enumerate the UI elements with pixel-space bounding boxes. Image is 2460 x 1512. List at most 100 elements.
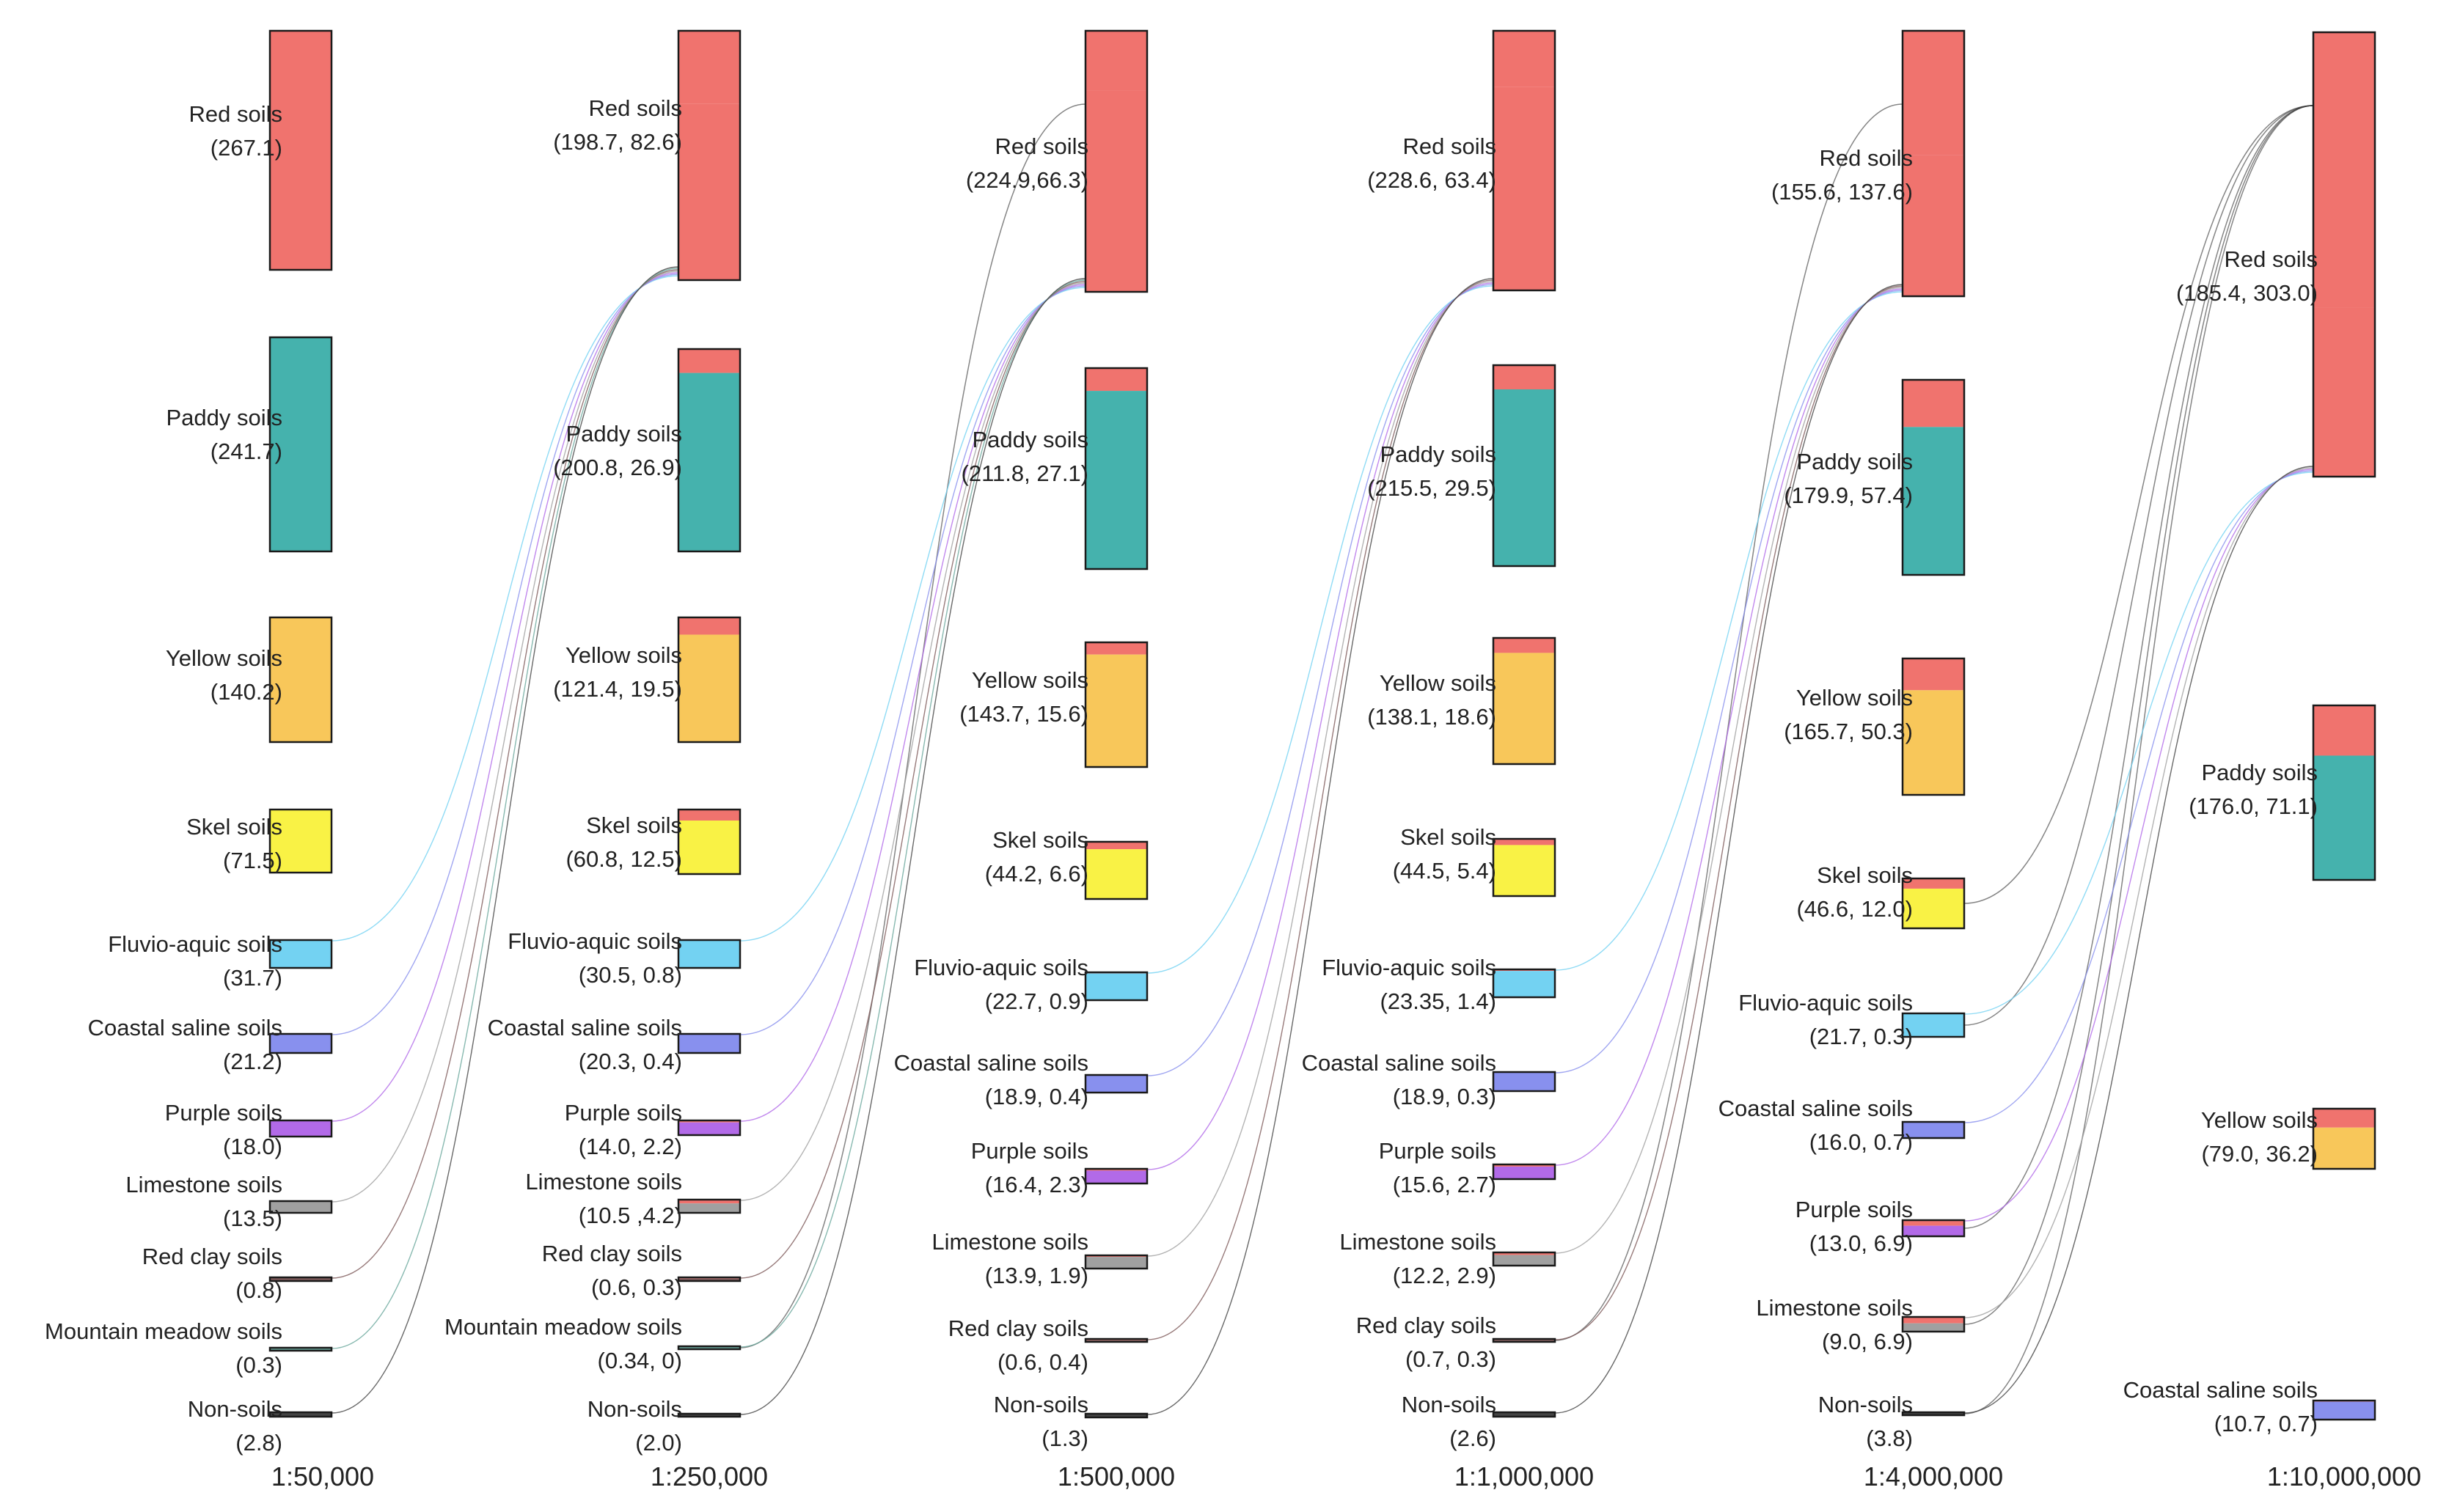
- node-outline-limestone-soils-col0: [268, 1200, 333, 1214]
- node-purple-soils-col4: [1901, 1219, 1966, 1238]
- node-outline-limestone-soils-col2: [1084, 1254, 1149, 1270]
- flow-red-soils-to-paddy-soils-col2: [1147, 122, 1493, 385]
- node-gain-paddy-soils-col2: [1086, 368, 1147, 392]
- node-retained-paddy-soils-col4: [1903, 427, 1964, 575]
- flow-skel-soils-lost-4: [1963, 105, 2314, 904]
- label-value-limestone-soils-col1: (10.5 ,4.2): [579, 1203, 682, 1228]
- scale-label-2: 1:500,000: [1058, 1461, 1175, 1491]
- node-coastal-saline-soils-col1: [677, 1032, 742, 1054]
- label-value-fluvio-aquic-soils-col3: (23.35, 1.4): [1380, 988, 1496, 1014]
- label-name-red-clay-soils-col3: Red clay soils: [1356, 1313, 1496, 1338]
- node-outline-limestone-soils-col3: [1492, 1251, 1556, 1267]
- label-name-purple-soils-col1: Purple soils: [565, 1100, 682, 1126]
- node-retained-yellow-soils-col5: [2313, 1127, 2375, 1169]
- node-yellow-soils-col5: [2312, 1107, 2376, 1170]
- flow-yellow-soils-to-red-soils-col3: [1555, 31, 1903, 686]
- node-paddy-soils-col3: [1492, 364, 1556, 568]
- node-retained-red-soils-col4: [1903, 155, 1964, 296]
- flow-red-soils-to-paddy-soils-col4: [1964, 124, 2313, 725]
- label-value-skel-soils-col3: (44.5, 5.4): [1393, 858, 1496, 884]
- node-non-soils-col1: [677, 1412, 742, 1418]
- node-gain-purple-soils-col3: [1493, 1164, 1555, 1167]
- node-coastal-saline-soils-col2: [1084, 1074, 1149, 1094]
- label-name-paddy-soils-col2: Paddy soils: [972, 427, 1088, 452]
- node-non-soils-col4: [1901, 1411, 1966, 1417]
- flow-red-soils-to-yellow-soils-col1: [740, 118, 1086, 650]
- node-gain-limestone-soils-col3: [1493, 1252, 1555, 1255]
- label-name-skel-soils-col1: Skel soils: [586, 812, 682, 838]
- node-skel-soils-col0: [268, 808, 333, 874]
- node-outline-paddy-soils-col1: [677, 348, 742, 553]
- flow-yellow-soils-col1-to-col2: [740, 630, 1086, 767]
- node-outline-red-soils-col0: [268, 29, 333, 271]
- node-gain-paddy-soils-col5: [2313, 705, 2375, 756]
- node-outline-coastal-saline-soils-col3: [1492, 1071, 1556, 1093]
- flow-coastal-saline-soils-hairline-col0: [331, 274, 679, 1035]
- node-outline-red-soils-col2: [1084, 29, 1149, 293]
- node-retained-paddy-soils-col3: [1493, 389, 1555, 566]
- label-value-paddy-soils-col4: (179.9, 57.4): [1784, 482, 1913, 508]
- label-name-mountain-meadow-soils-col0: Mountain meadow soils: [45, 1318, 282, 1344]
- node-outline-non-soils-col1: [677, 1412, 742, 1418]
- node-fill-red-clay-soils-col0: [270, 1277, 332, 1281]
- node-gain-skel-soils-col3: [1493, 839, 1555, 845]
- node-purple-soils-col2: [1084, 1167, 1149, 1185]
- label-name-red-clay-soils-col2: Red clay soils: [948, 1315, 1088, 1341]
- node-fill-purple-soils-col0: [270, 1120, 332, 1137]
- flow-paddy-soils-to-red-soils-col3: [1555, 31, 1903, 446]
- label-name-purple-soils-col0: Purple soils: [165, 1100, 282, 1126]
- node-retained-paddy-soils-col5: [2313, 755, 2375, 880]
- flow-coastal-saline-soils-hairline-col1: [739, 285, 1086, 1035]
- flow-red-soils-to-yellow-soils-col2: [1147, 122, 1493, 646]
- label-name-red-clay-soils-col1: Red clay soils: [542, 1241, 682, 1266]
- label-name-paddy-soils-col0: Paddy soils: [166, 405, 282, 430]
- label-name-limestone-soils-col4: Limestone soils: [1756, 1295, 1913, 1321]
- label-value-yellow-soils-col3: (138.1, 18.6): [1367, 704, 1496, 730]
- node-fluvio-aquic-soils-col4: [1901, 1012, 1966, 1038]
- flow-purple-soils-hairline-col4: [1963, 469, 2314, 1222]
- node-retained-purple-soils-col1: [678, 1122, 740, 1135]
- label-value-red-clay-soils-col3: (0.7, 0.3): [1405, 1346, 1496, 1372]
- node-retained-skel-soils-col1: [678, 821, 740, 874]
- label-value-yellow-soils-col0: (140.2): [211, 679, 282, 705]
- label-name-yellow-soils-col1: Yellow soils: [565, 642, 682, 668]
- flow-yellow-soils-to-red-soils-col2: [1147, 31, 1493, 689]
- node-retained-purple-soils-col2: [1086, 1170, 1147, 1183]
- label-name-skel-soils-col4: Skel soils: [1817, 862, 1913, 888]
- node-outline-fluvio-aquic-soils-col2: [1084, 971, 1149, 1002]
- label-name-yellow-soils-col3: Yellow soils: [1380, 670, 1496, 696]
- node-limestone-soils-col1: [677, 1198, 742, 1214]
- label-name-coastal-saline-soils-col0: Coastal saline soils: [88, 1015, 282, 1041]
- scale-label-5: 1:10,000,000: [2267, 1461, 2421, 1491]
- node-red-clay-soils-col1: [677, 1276, 742, 1282]
- flow-mountain-meadow-soils-lost-1: [739, 103, 1086, 1348]
- flow-paddy-soils-to-red-soils-col1: [740, 31, 1086, 430]
- node-outline-red-clay-soils-col0: [268, 1276, 333, 1282]
- node-fill-non-soils-col1: [678, 1414, 740, 1417]
- flow-non-soils-hairline-col1: [739, 278, 1086, 1415]
- node-gain-paddy-soils-col3: [1493, 365, 1555, 389]
- label-name-purple-soils-col4: Purple soils: [1795, 1197, 1913, 1222]
- node-red-soils-col0: [268, 29, 333, 271]
- node-red-clay-soils-col2: [1084, 1337, 1149, 1343]
- node-retained-yellow-soils-col1: [678, 634, 740, 742]
- label-value-yellow-soils-col1: (121.4, 19.5): [553, 676, 682, 702]
- flow-red-clay-soils-col2-to-col3: [1147, 1340, 1493, 1342]
- label-value-limestone-soils-col2: (13.9, 1.9): [985, 1263, 1088, 1288]
- flow-limestone-soils-hairline-col0: [331, 271, 679, 1203]
- node-outline-red-clay-soils-col1: [677, 1276, 742, 1282]
- node-gain-purple-soils-col1: [678, 1120, 740, 1123]
- label-value-non-soils-col2: (1.3): [1042, 1425, 1088, 1451]
- label-value-coastal-saline-soils-col3: (18.9, 0.3): [1393, 1084, 1496, 1109]
- label-name-non-soils-col0: Non-soils: [188, 1396, 282, 1422]
- flow-fluvio-aquic-soils-hairline-col4: [1963, 471, 2314, 1015]
- node-outline-red-soils-col3: [1492, 29, 1556, 292]
- node-fill-non-soils-col4: [1903, 1412, 1964, 1415]
- flow-purple-soils-hairline-col1: [739, 284, 1086, 1122]
- node-gain-purple-soils-col4: [1903, 1220, 1964, 1226]
- label-name-limestone-soils-col1: Limestone soils: [525, 1169, 682, 1194]
- node-outline-coastal-saline-soils-col5: [2312, 1399, 2376, 1421]
- node-retained-coastal-saline-soils-col5: [2313, 1401, 2375, 1420]
- node-outline-non-soils-col0: [268, 1411, 333, 1418]
